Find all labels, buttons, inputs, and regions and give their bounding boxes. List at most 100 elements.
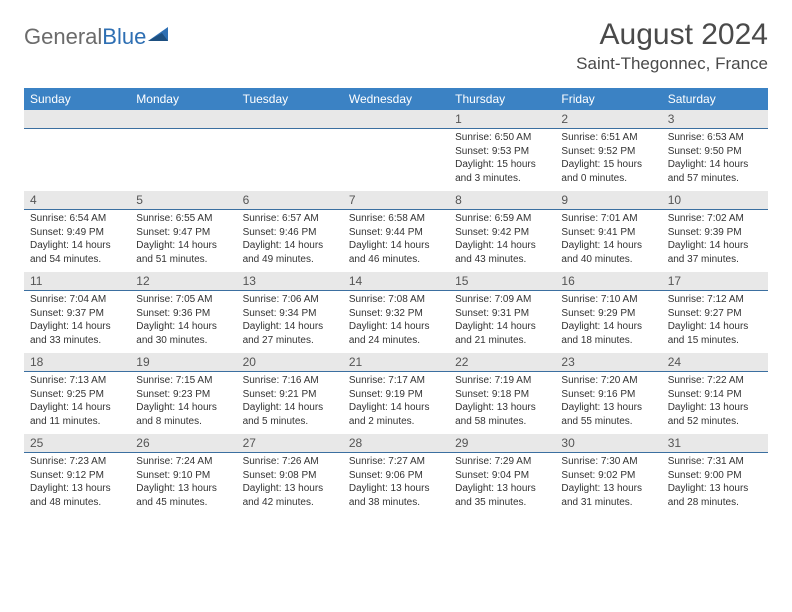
dl1-text: Daylight: 13 hours [136,482,230,496]
day-number-cell [130,110,236,129]
day-detail-cell: Sunrise: 7:31 AMSunset: 9:00 PMDaylight:… [662,453,768,516]
day-detail-cell: Sunrise: 7:30 AMSunset: 9:02 PMDaylight:… [555,453,661,516]
day-number-cell: 2 [555,110,661,129]
day-detail-cell: Sunrise: 7:15 AMSunset: 9:23 PMDaylight:… [130,372,236,435]
day-number-row: 18192021222324 [24,353,768,372]
sunset-text: Sunset: 9:36 PM [136,307,230,321]
dl2-text: and 42 minutes. [243,496,337,510]
dl2-text: and 51 minutes. [136,253,230,267]
day-detail-cell: Sunrise: 7:24 AMSunset: 9:10 PMDaylight:… [130,453,236,516]
sunrise-text: Sunrise: 7:31 AM [668,455,762,469]
sunrise-text: Sunrise: 6:58 AM [349,212,443,226]
day-number-cell: 27 [237,434,343,453]
day-detail-row: Sunrise: 7:13 AMSunset: 9:25 PMDaylight:… [24,372,768,435]
sunrise-text: Sunrise: 7:22 AM [668,374,762,388]
day-detail-row: Sunrise: 7:23 AMSunset: 9:12 PMDaylight:… [24,453,768,516]
dl2-text: and 33 minutes. [30,334,124,348]
sunrise-text: Sunrise: 6:51 AM [561,131,655,145]
day-number-row: 25262728293031 [24,434,768,453]
weekday-header: Friday [555,88,661,110]
sunrise-text: Sunrise: 7:30 AM [561,455,655,469]
dl2-text: and 27 minutes. [243,334,337,348]
dl1-text: Daylight: 14 hours [668,158,762,172]
day-detail-cell: Sunrise: 7:10 AMSunset: 9:29 PMDaylight:… [555,291,661,354]
day-number-cell: 1 [449,110,555,129]
logo-text: GeneralBlue [24,24,146,50]
day-number-cell [24,110,130,129]
sunset-text: Sunset: 9:02 PM [561,469,655,483]
logo-word1: General [24,24,102,49]
sunrise-text: Sunrise: 7:17 AM [349,374,443,388]
dl2-text: and 28 minutes. [668,496,762,510]
dl2-text: and 8 minutes. [136,415,230,429]
weekday-header: Sunday [24,88,130,110]
day-number-cell: 30 [555,434,661,453]
logo: GeneralBlue [24,24,170,50]
sunrise-text: Sunrise: 7:24 AM [136,455,230,469]
sunset-text: Sunset: 9:00 PM [668,469,762,483]
day-detail-cell: Sunrise: 7:09 AMSunset: 9:31 PMDaylight:… [449,291,555,354]
sunset-text: Sunset: 9:34 PM [243,307,337,321]
dl1-text: Daylight: 13 hours [668,482,762,496]
dl2-text: and 46 minutes. [349,253,443,267]
day-detail-cell: Sunrise: 6:58 AMSunset: 9:44 PMDaylight:… [343,210,449,273]
sunrise-text: Sunrise: 7:12 AM [668,293,762,307]
sunset-text: Sunset: 9:39 PM [668,226,762,240]
day-number-cell: 15 [449,272,555,291]
day-detail-cell [130,129,236,192]
dl1-text: Daylight: 14 hours [30,239,124,253]
day-number-cell: 22 [449,353,555,372]
weekday-header: Wednesday [343,88,449,110]
dl2-text: and 43 minutes. [455,253,549,267]
day-number-cell: 31 [662,434,768,453]
sunset-text: Sunset: 9:25 PM [30,388,124,402]
sunset-text: Sunset: 9:46 PM [243,226,337,240]
dl1-text: Daylight: 14 hours [30,320,124,334]
day-number-cell: 23 [555,353,661,372]
dl1-text: Daylight: 14 hours [668,320,762,334]
day-number-cell [343,110,449,129]
day-detail-cell: Sunrise: 7:08 AMSunset: 9:32 PMDaylight:… [343,291,449,354]
day-detail-cell: Sunrise: 7:19 AMSunset: 9:18 PMDaylight:… [449,372,555,435]
dl1-text: Daylight: 13 hours [349,482,443,496]
dl1-text: Daylight: 14 hours [561,320,655,334]
day-number-cell: 3 [662,110,768,129]
sunrise-text: Sunrise: 6:59 AM [455,212,549,226]
day-number-row: 11121314151617 [24,272,768,291]
day-detail-cell: Sunrise: 6:57 AMSunset: 9:46 PMDaylight:… [237,210,343,273]
sunrise-text: Sunrise: 7:05 AM [136,293,230,307]
dl1-text: Daylight: 14 hours [30,401,124,415]
day-detail-cell: Sunrise: 7:22 AMSunset: 9:14 PMDaylight:… [662,372,768,435]
sunset-text: Sunset: 9:04 PM [455,469,549,483]
dl1-text: Daylight: 15 hours [455,158,549,172]
day-detail-cell: Sunrise: 7:04 AMSunset: 9:37 PMDaylight:… [24,291,130,354]
sunset-text: Sunset: 9:41 PM [561,226,655,240]
sunrise-text: Sunrise: 7:04 AM [30,293,124,307]
day-detail-cell [237,129,343,192]
dl1-text: Daylight: 14 hours [349,320,443,334]
day-number-cell: 25 [24,434,130,453]
day-number-cell: 16 [555,272,661,291]
dl2-text: and 38 minutes. [349,496,443,510]
sunset-text: Sunset: 9:50 PM [668,145,762,159]
dl2-text: and 49 minutes. [243,253,337,267]
dl1-text: Daylight: 14 hours [136,239,230,253]
dl2-text: and 58 minutes. [455,415,549,429]
dl2-text: and 0 minutes. [561,172,655,186]
sunset-text: Sunset: 9:52 PM [561,145,655,159]
day-detail-cell: Sunrise: 6:53 AMSunset: 9:50 PMDaylight:… [662,129,768,192]
dl1-text: Daylight: 14 hours [455,320,549,334]
day-detail-cell: Sunrise: 6:55 AMSunset: 9:47 PMDaylight:… [130,210,236,273]
day-number-cell: 18 [24,353,130,372]
sunrise-text: Sunrise: 6:55 AM [136,212,230,226]
day-number-cell: 5 [130,191,236,210]
sunset-text: Sunset: 9:49 PM [30,226,124,240]
sunrise-text: Sunrise: 7:23 AM [30,455,124,469]
day-detail-cell: Sunrise: 7:17 AMSunset: 9:19 PMDaylight:… [343,372,449,435]
dl1-text: Daylight: 14 hours [136,401,230,415]
sunset-text: Sunset: 9:53 PM [455,145,549,159]
dl2-text: and 35 minutes. [455,496,549,510]
dl2-text: and 18 minutes. [561,334,655,348]
day-number-cell: 24 [662,353,768,372]
sunrise-text: Sunrise: 6:54 AM [30,212,124,226]
